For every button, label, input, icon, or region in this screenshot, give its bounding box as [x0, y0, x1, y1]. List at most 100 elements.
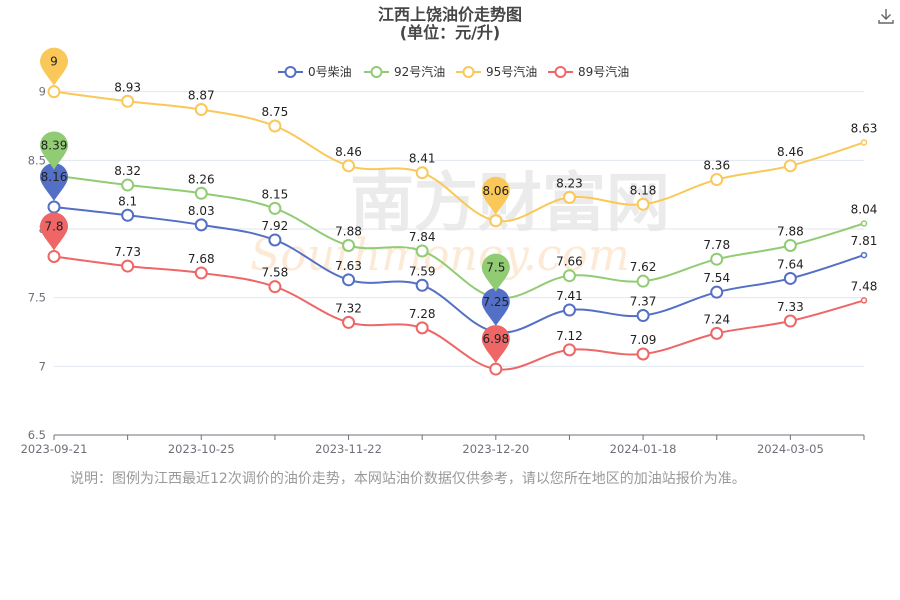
pin-label: 7.8	[44, 219, 63, 233]
legend-item[interactable]: 92号汽油	[364, 64, 445, 79]
data-point[interactable]	[194, 218, 208, 232]
legend-item[interactable]: 89号汽油	[548, 64, 629, 79]
data-label: 8.26	[188, 172, 215, 186]
data-label: 8.46	[777, 145, 804, 159]
data-label: 8.1	[118, 194, 137, 208]
data-point[interactable]	[121, 94, 135, 108]
download-icon[interactable]	[876, 6, 896, 26]
extreme-pin: 7.8	[40, 212, 68, 251]
data-point[interactable]	[783, 159, 797, 173]
data-point[interactable]	[860, 220, 868, 227]
data-label: 8.03	[188, 204, 215, 218]
pin-shape	[40, 212, 68, 251]
series-group	[47, 85, 868, 376]
data-point[interactable]	[562, 343, 576, 357]
data-point[interactable]	[194, 266, 208, 280]
data-point[interactable]	[562, 269, 576, 283]
data-point[interactable]	[415, 244, 429, 258]
y-tick-label: 9	[39, 85, 46, 99]
x-tick-label: 2023-11-22	[315, 442, 382, 456]
data-point[interactable]	[194, 103, 208, 117]
data-point[interactable]	[121, 259, 135, 273]
data-point[interactable]	[636, 309, 650, 323]
data-point[interactable]	[562, 303, 576, 317]
data-point[interactable]	[342, 315, 356, 329]
data-label: 7.12	[556, 329, 583, 343]
legend-swatch-marker	[370, 66, 383, 78]
data-label: 7.68	[188, 252, 215, 266]
data-point[interactable]	[710, 326, 724, 340]
data-label: 8.75	[262, 105, 289, 119]
legend-swatch-marker	[284, 66, 297, 78]
data-point[interactable]	[860, 139, 868, 146]
y-tick-label: 7	[39, 359, 46, 373]
data-point[interactable]	[342, 273, 356, 287]
data-label: 8.46	[335, 145, 362, 159]
extreme-pin: 8.39	[40, 131, 68, 170]
data-label: 7.64	[777, 257, 804, 271]
data-point[interactable]	[636, 197, 650, 211]
data-label: 7.59	[409, 264, 436, 278]
data-label: 8.18	[630, 183, 657, 197]
grid	[54, 91, 864, 367]
data-label: 7.66	[556, 255, 583, 269]
data-point[interactable]	[415, 166, 429, 180]
data-point[interactable]	[710, 285, 724, 299]
data-point[interactable]	[783, 238, 797, 252]
data-point[interactable]	[783, 271, 797, 285]
data-point[interactable]	[121, 178, 135, 192]
series-89号汽油	[47, 249, 868, 376]
data-point[interactable]	[860, 297, 868, 304]
pin-label: 8.16	[41, 170, 68, 184]
data-label: 7.54	[703, 271, 730, 285]
data-label: 7.37	[630, 295, 657, 309]
data-label: 8.36	[703, 159, 730, 173]
extreme-pin: 7.25	[481, 288, 510, 326]
data-point[interactable]	[636, 347, 650, 361]
data-point[interactable]	[562, 190, 576, 204]
data-point[interactable]	[710, 173, 724, 187]
data-point[interactable]	[636, 274, 650, 288]
extreme-pin: 9	[40, 47, 68, 86]
data-point[interactable]	[268, 201, 282, 215]
legend-label: 95号汽油	[486, 64, 537, 79]
data-label: 7.88	[777, 224, 804, 238]
chart-note: 说明：图例为江西最近12次调价的油价走势，本网站油价数据仅供参考，请以您所在地区…	[70, 471, 746, 487]
data-point[interactable]	[342, 238, 356, 252]
data-point[interactable]	[268, 233, 282, 247]
data-labels: 8.1 8.03 7.92 7.63 7.59 7.41 7.37 7.54 7.64 7.81 8…	[114, 80, 877, 347]
data-point[interactable]	[342, 159, 356, 173]
data-label: 7.41	[556, 289, 583, 303]
data-point[interactable]	[268, 280, 282, 294]
y-tick-label: 7.5	[28, 291, 46, 305]
data-label: 7.73	[114, 245, 141, 259]
data-point[interactable]	[783, 314, 797, 328]
legend-label: 92号汽油	[394, 64, 445, 79]
data-point[interactable]	[415, 321, 429, 335]
data-point[interactable]	[47, 85, 61, 99]
series-0号柴油	[47, 200, 868, 339]
data-point[interactable]	[47, 249, 61, 263]
data-label: 7.24	[703, 312, 730, 326]
pin-label: 6.98	[482, 332, 509, 346]
data-label: 7.58	[262, 266, 289, 280]
legend-swatch-marker	[462, 66, 475, 78]
legend-item[interactable]: 95号汽油	[456, 64, 537, 79]
legend-label: 89号汽油	[578, 64, 629, 79]
data-point[interactable]	[489, 214, 503, 228]
legend[interactable]: 0号柴油 92号汽油 95号汽油 89号汽油	[278, 64, 629, 79]
legend-item[interactable]: 0号柴油	[278, 65, 352, 79]
data-point[interactable]	[860, 251, 868, 259]
data-point[interactable]	[489, 362, 503, 376]
data-point[interactable]	[710, 252, 724, 266]
data-point[interactable]	[268, 119, 282, 133]
data-label: 7.88	[335, 224, 362, 238]
pin-shape	[481, 288, 510, 326]
data-point[interactable]	[194, 186, 208, 200]
data-point[interactable]	[415, 278, 429, 292]
data-point[interactable]	[121, 208, 135, 222]
data-point[interactable]	[47, 200, 61, 214]
chart-subtitle: (单位：元/升)	[400, 23, 500, 42]
data-label: 8.63	[851, 121, 878, 135]
